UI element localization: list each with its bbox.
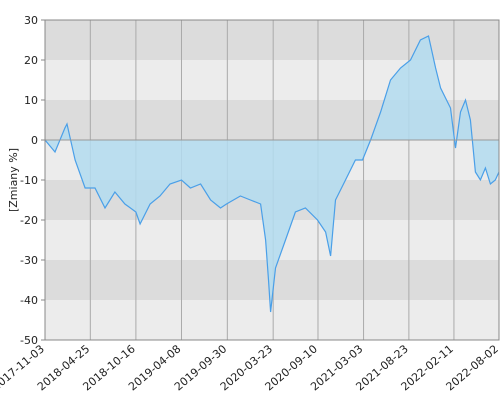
y-tick-label: -20: [20, 214, 38, 227]
plot-frame: [44, 19, 500, 341]
y-tick-label: 20: [24, 54, 38, 67]
area: [45, 36, 499, 312]
y-tick-label: -10: [20, 174, 38, 187]
y-tick-label: -50: [20, 334, 38, 347]
line: [44, 35, 500, 313]
y-tick-label: 0: [31, 134, 38, 147]
y-axis-label: [Zmiany %]: [7, 148, 20, 212]
background-band: [45, 300, 499, 340]
y-tick-label: 10: [24, 94, 38, 107]
y-tick-label: -40: [20, 294, 38, 307]
y-tick-label: 30: [24, 14, 38, 27]
y-tick-label: -30: [20, 254, 38, 267]
